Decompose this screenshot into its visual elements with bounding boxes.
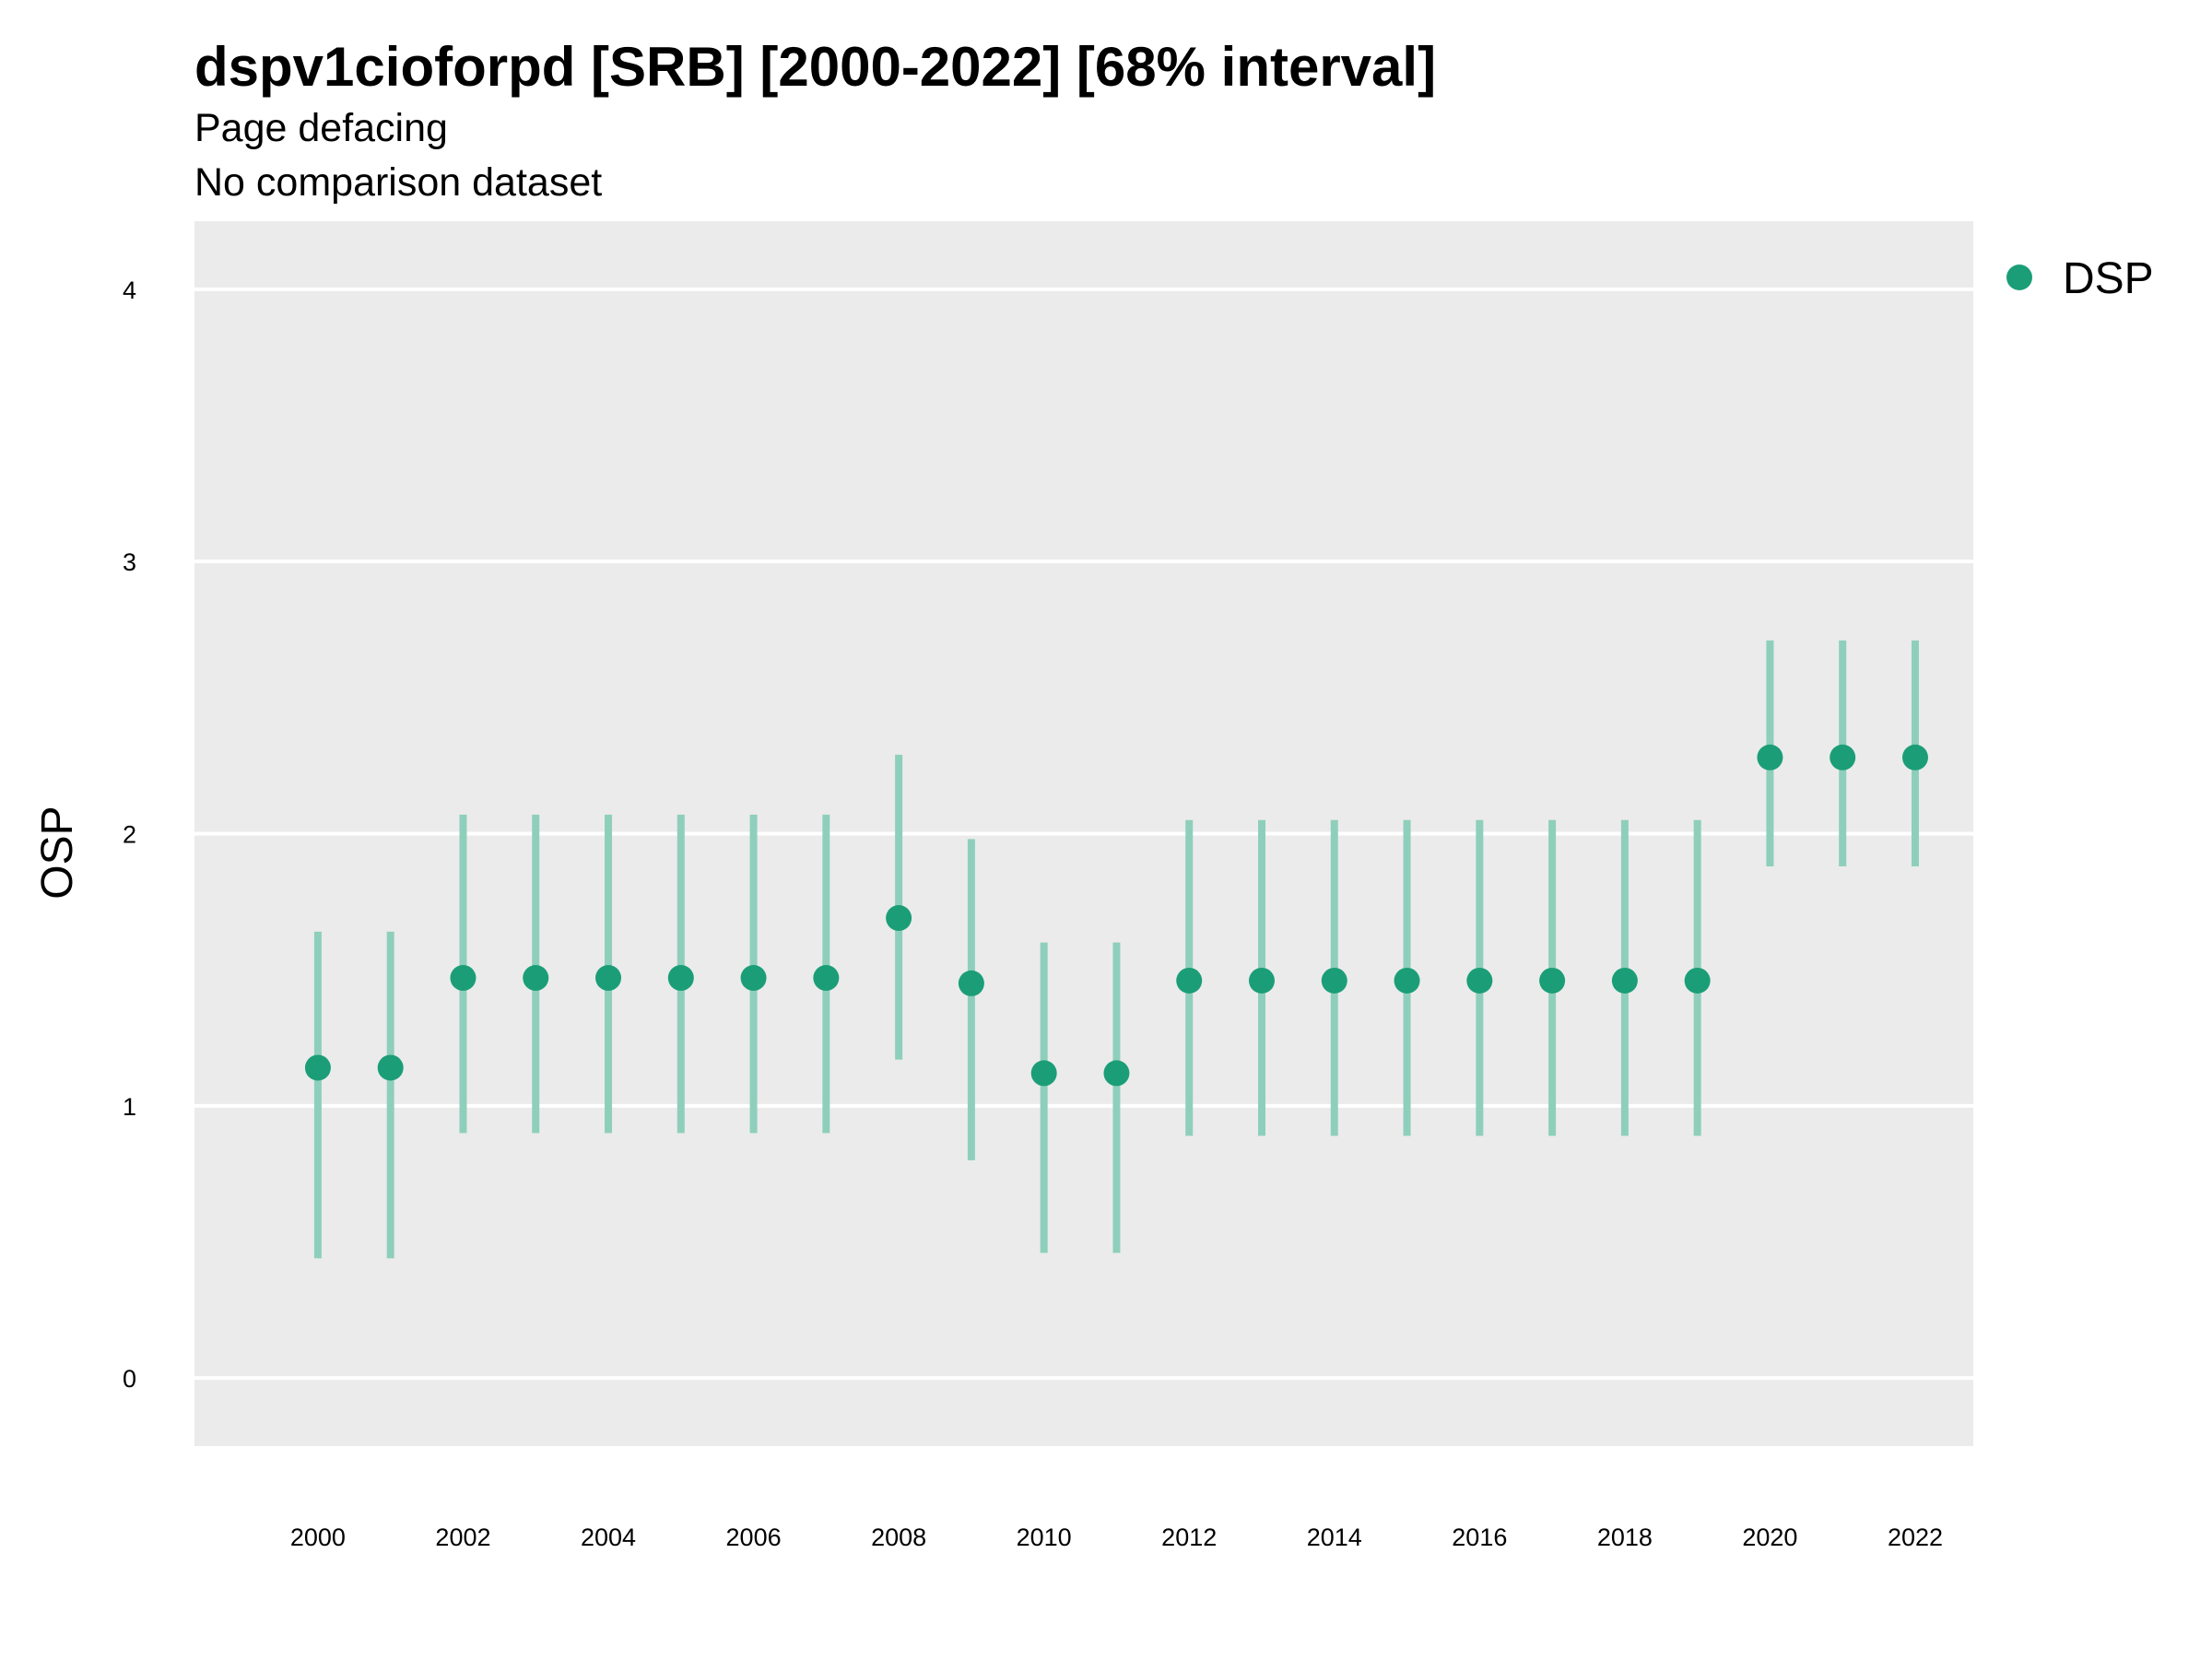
x-tick-label: 2008 bbox=[871, 1524, 926, 1551]
data-point bbox=[813, 965, 840, 992]
chart-caption: No comparison dataset bbox=[194, 160, 603, 205]
data-point bbox=[1539, 967, 1566, 994]
data-point bbox=[1176, 967, 1203, 994]
legend-label-dsp: DSP bbox=[2063, 254, 2154, 303]
legend: DSP bbox=[2006, 254, 2154, 303]
data-point bbox=[886, 905, 912, 932]
x-tick-label: 2022 bbox=[1888, 1524, 1943, 1551]
data-point bbox=[304, 1054, 331, 1081]
x-tick-label: 2020 bbox=[1742, 1524, 1797, 1551]
x-tick-label: 2018 bbox=[1597, 1524, 1653, 1551]
data-point bbox=[1394, 967, 1420, 994]
y-tick-label: 2 bbox=[123, 821, 136, 849]
data-point bbox=[1901, 744, 1928, 771]
x-tick-label: 2012 bbox=[1161, 1524, 1217, 1551]
x-tick-label: 2016 bbox=[1452, 1524, 1507, 1551]
data-points bbox=[304, 744, 1928, 1087]
data-point bbox=[1830, 744, 1856, 771]
data-point bbox=[1249, 967, 1275, 994]
x-tick-label: 2004 bbox=[581, 1524, 636, 1551]
data-point bbox=[523, 965, 549, 992]
chart-title: dspv1cioforpd [SRB] [2000-2022] [68% int… bbox=[194, 36, 1437, 98]
data-point bbox=[1757, 744, 1783, 771]
x-axis-ticks: 2000 2002 2004 2006 2008 2010 2012 2014 2016 2018… bbox=[290, 1524, 1943, 1551]
grid-lines bbox=[194, 287, 1973, 1381]
data-point bbox=[1030, 1060, 1057, 1087]
data-point bbox=[958, 970, 984, 996]
x-tick-label: 2002 bbox=[435, 1524, 490, 1551]
data-point bbox=[1684, 967, 1711, 994]
data-point bbox=[595, 965, 622, 992]
data-point bbox=[1611, 967, 1638, 994]
x-tick-label: 2000 bbox=[290, 1524, 346, 1551]
y-tick-label: 0 bbox=[123, 1365, 136, 1393]
x-tick-label: 2014 bbox=[1307, 1524, 1362, 1551]
y-axis-ticks: 0 1 2 3 4 bbox=[123, 276, 136, 1393]
data-point bbox=[377, 1054, 404, 1081]
data-point bbox=[667, 965, 694, 992]
chart-subtitle: Page defacing bbox=[194, 106, 448, 150]
data-point bbox=[1103, 1060, 1130, 1087]
y-axis-label: OSP bbox=[33, 806, 82, 899]
data-point bbox=[450, 965, 477, 992]
y-tick-label: 4 bbox=[123, 276, 136, 304]
data-point bbox=[740, 965, 767, 992]
x-tick-label: 2010 bbox=[1017, 1524, 1072, 1551]
data-point bbox=[1466, 967, 1493, 994]
y-tick-label: 3 bbox=[123, 548, 136, 576]
x-tick-label: 2006 bbox=[726, 1524, 782, 1551]
y-tick-label: 1 bbox=[123, 1093, 136, 1121]
legend-key-dsp bbox=[2006, 265, 2032, 290]
data-point bbox=[1321, 967, 1347, 994]
